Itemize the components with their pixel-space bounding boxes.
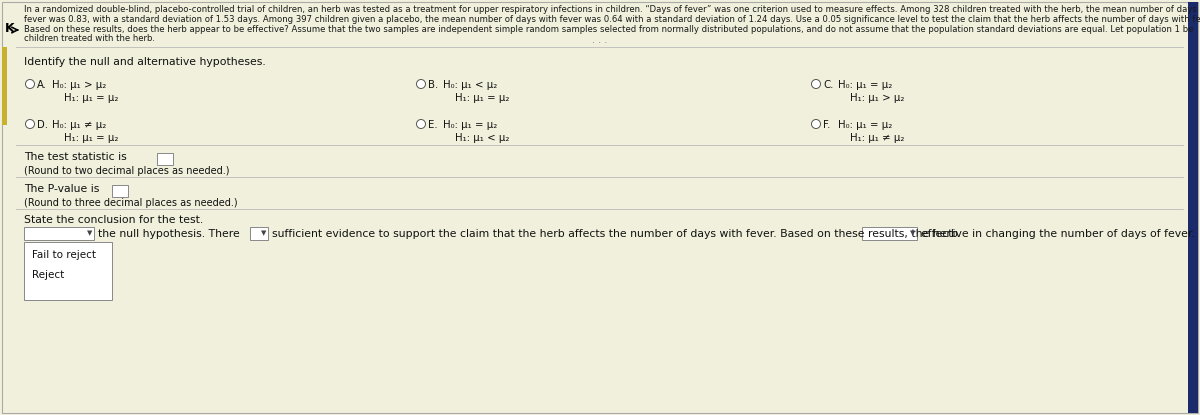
Circle shape [811, 80, 821, 88]
Text: A.: A. [37, 80, 47, 90]
Text: effective in changing the number of days of fever.: effective in changing the number of days… [922, 229, 1195, 239]
Bar [24, 242, 112, 300]
Bar [24, 227, 94, 240]
Text: B.: B. [428, 80, 438, 90]
Text: State the conclusion for the test.: State the conclusion for the test. [24, 215, 203, 225]
Text: K: K [5, 22, 14, 35]
Text: (Round to three decimal places as needed.): (Round to three decimal places as needed… [24, 198, 238, 208]
Text: E.: E. [428, 120, 438, 130]
Circle shape [25, 120, 35, 129]
Text: Identify the null and alternative hypotheses.: Identify the null and alternative hypoth… [24, 57, 265, 67]
Text: sufficient evidence to support the claim that the herb affects the number of day: sufficient evidence to support the claim… [272, 229, 958, 239]
Text: C.: C. [823, 80, 833, 90]
Text: The test statistic is: The test statistic is [24, 152, 127, 162]
Text: H₁: μ₁ = μ₂: H₁: μ₁ = μ₂ [64, 133, 119, 143]
Text: H₁: μ₁ = μ₂: H₁: μ₁ = μ₂ [64, 93, 119, 103]
Text: Based on these results, does the herb appear to be effective? Assume that the tw: Based on these results, does the herb ap… [24, 24, 1193, 34]
Bar [112, 185, 128, 197]
Text: the null hypothesis. There: the null hypothesis. There [98, 229, 240, 239]
Text: ▼: ▼ [260, 230, 266, 237]
Bar [1188, 2, 1198, 413]
Text: H₁: μ₁ = μ₂: H₁: μ₁ = μ₂ [455, 93, 509, 103]
Text: Reject: Reject [32, 270, 65, 280]
Text: D.: D. [37, 120, 48, 130]
Circle shape [416, 80, 426, 88]
Text: Fail to reject: Fail to reject [32, 250, 96, 260]
Text: children treated with the herb.: children treated with the herb. [24, 34, 155, 44]
Text: H₀: μ₁ < μ₂: H₀: μ₁ < μ₂ [443, 80, 497, 90]
Circle shape [416, 120, 426, 129]
Circle shape [25, 80, 35, 88]
Bar [2, 47, 7, 125]
Text: H₀: μ₁ = μ₂: H₀: μ₁ = μ₂ [838, 80, 893, 90]
Text: · · ·: · · · [593, 38, 607, 48]
Text: H₀: μ₁ > μ₂: H₀: μ₁ > μ₂ [52, 80, 107, 90]
Text: In a randomized double-blind, placebo-controlled trial of children, an herb was : In a randomized double-blind, placebo-co… [24, 5, 1200, 14]
Text: H₀: μ₁ = μ₂: H₀: μ₁ = μ₂ [838, 120, 893, 130]
Text: fever was 0.83, with a standard deviation of 1.53 days. Among 397 children given: fever was 0.83, with a standard deviatio… [24, 15, 1200, 24]
Bar [862, 227, 917, 240]
Text: The P-value is: The P-value is [24, 184, 100, 194]
Bar [250, 227, 268, 240]
Text: H₁: μ₁ ≠ μ₂: H₁: μ₁ ≠ μ₂ [850, 133, 905, 143]
Text: F.: F. [823, 120, 830, 130]
Text: ▼: ▼ [910, 230, 916, 237]
Circle shape [811, 120, 821, 129]
Bar [157, 153, 173, 165]
Text: ▼: ▼ [86, 230, 92, 237]
Text: H₁: μ₁ < μ₂: H₁: μ₁ < μ₂ [455, 133, 509, 143]
Text: H₀: μ₁ ≠ μ₂: H₀: μ₁ ≠ μ₂ [52, 120, 107, 130]
Text: H₁: μ₁ > μ₂: H₁: μ₁ > μ₂ [850, 93, 905, 103]
Text: (Round to two decimal places as needed.): (Round to two decimal places as needed.) [24, 166, 229, 176]
Text: H₀: μ₁ = μ₂: H₀: μ₁ = μ₂ [443, 120, 497, 130]
